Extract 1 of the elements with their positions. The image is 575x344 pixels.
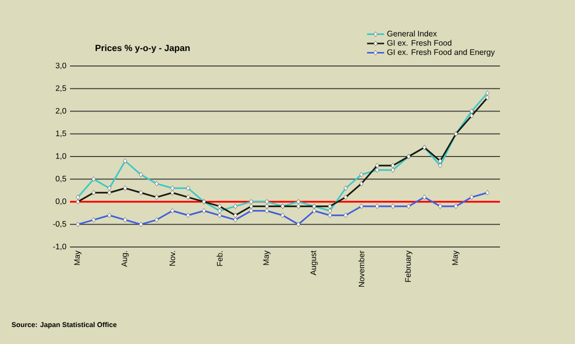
chart-title: Prices % y-o-y - Japan: [96, 44, 190, 53]
